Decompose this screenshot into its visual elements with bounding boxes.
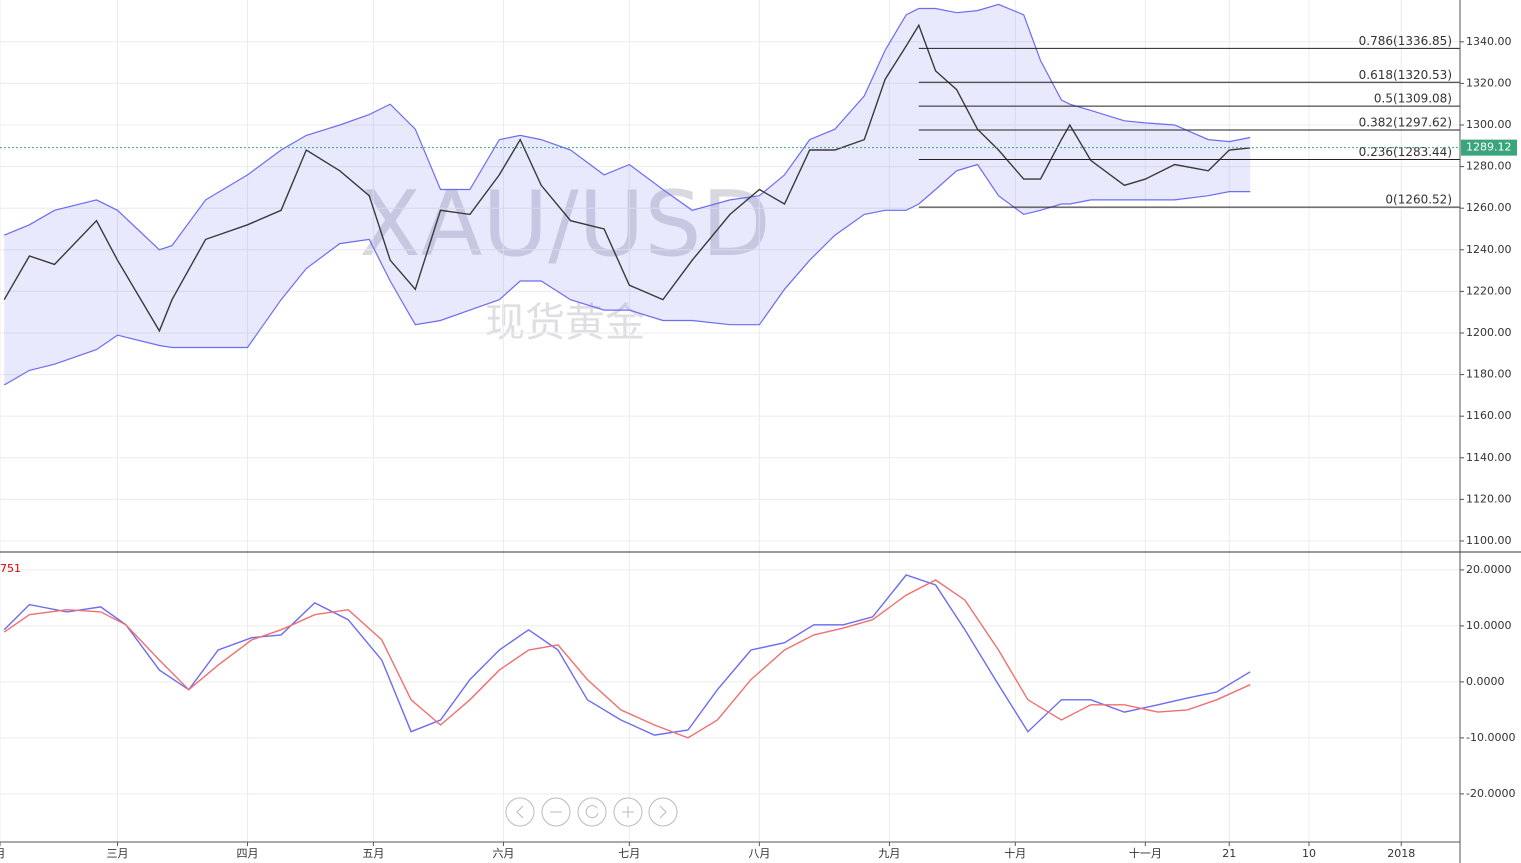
- nav-buttons: [505, 797, 678, 827]
- series-line: [3, 574, 1251, 736]
- band-lower: [3, 163, 1251, 386]
- icon: [622, 806, 634, 818]
- last-price-box: [1461, 139, 1517, 156]
- x-tick-label: 21: [1222, 847, 1236, 860]
- watermark-name: 现货黄金: [485, 300, 645, 346]
- y-tick-label: 1140.00: [1466, 451, 1512, 464]
- y-tick-label: 0.0000: [1466, 675, 1505, 688]
- icon: [659, 805, 667, 819]
- y-tick-label: 1160.00: [1466, 409, 1512, 422]
- band-fill: [4, 4, 1251, 386]
- x-tick-label: 五月: [362, 847, 384, 860]
- x-tick-label: 十月: [1004, 846, 1026, 860]
- y-tick-label: 1280.00: [1466, 160, 1512, 173]
- x-tick-label: 七月: [618, 847, 640, 860]
- scroll-left[interactable]: [505, 797, 535, 827]
- scroll-right[interactable]: [648, 797, 678, 827]
- y-tick-label: 1180.00: [1466, 368, 1512, 381]
- fib-label: 0.786(1336.85): [1359, 34, 1452, 48]
- y-tick-label: 1240.00: [1466, 243, 1512, 256]
- y-tick-label: 20.0000: [1466, 563, 1512, 576]
- series-line: [3, 23, 1251, 333]
- x-tick-label: 六月: [492, 847, 514, 860]
- y-tick-label: 1100.00: [1466, 534, 1512, 547]
- last-price-label: 1289.12: [1466, 141, 1512, 154]
- y-tick-label: 1340.00: [1466, 35, 1512, 48]
- x-tick-label: 2018: [1387, 847, 1415, 860]
- y-tick-label: -10.0000: [1466, 731, 1515, 744]
- indicator-label: 751: [0, 562, 21, 575]
- fib-label: 0.618(1320.53): [1359, 68, 1452, 82]
- y-tick-label: 1220.00: [1466, 284, 1512, 297]
- x-tick-label: 10: [1302, 847, 1316, 860]
- y-tick-label: 1200.00: [1466, 326, 1512, 339]
- icon: [516, 805, 524, 819]
- icon: [585, 805, 599, 819]
- band-upper: [3, 3, 1251, 251]
- x-tick-label: 四月: [237, 847, 259, 860]
- x-tick-label: 月: [0, 847, 6, 860]
- x-tick-label: 十一月: [1129, 846, 1162, 860]
- reset[interactable]: [577, 797, 607, 827]
- y-tick-label: 1300.00: [1466, 118, 1512, 131]
- x-tick-label: 九月: [878, 847, 900, 860]
- x-tick-label: 三月: [106, 847, 128, 860]
- y-tick-label: 1320.00: [1466, 76, 1512, 89]
- y-tick-label: 1260.00: [1466, 201, 1512, 214]
- x-tick-label: 八月: [748, 847, 770, 860]
- y-tick-label: 10.0000: [1466, 619, 1512, 632]
- y-tick-label: 1120.00: [1466, 492, 1512, 505]
- series-line: [3, 579, 1251, 739]
- watermark-symbol: XAU/USD: [359, 172, 771, 277]
- y-tick-label: -20.0000: [1466, 787, 1515, 800]
- fib-label: 0.236(1283.44): [1359, 145, 1452, 159]
- fib-label: 0.5(1309.08): [1374, 92, 1452, 106]
- fib-label: 0.382(1297.62): [1359, 115, 1452, 129]
- fib-label: 0(1260.52): [1385, 193, 1452, 207]
